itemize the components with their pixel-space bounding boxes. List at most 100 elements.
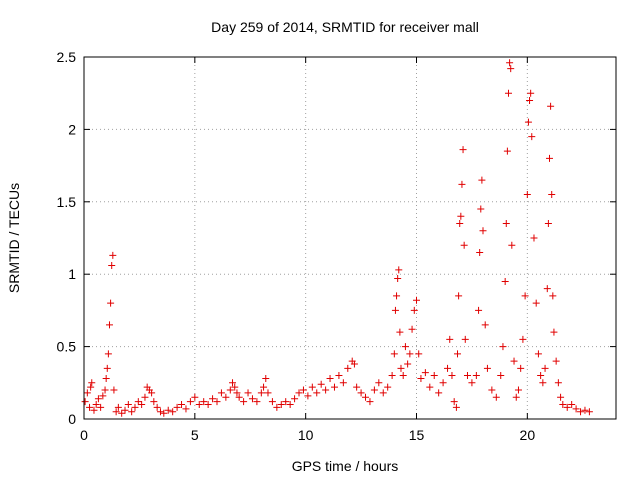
data-point	[229, 379, 237, 387]
data-point	[240, 398, 248, 406]
data-point	[559, 401, 567, 409]
data-point	[519, 335, 527, 343]
data-point	[370, 386, 378, 394]
data-point	[563, 403, 571, 411]
data-point	[339, 379, 347, 387]
data-point	[124, 401, 132, 409]
data-point	[335, 372, 343, 380]
axis-ticks: 0 5 10 15 20 0 0.5 1 1.5 2 2.5	[57, 49, 616, 443]
data-point	[299, 386, 307, 394]
data-point	[156, 408, 164, 416]
data-point	[577, 408, 585, 416]
data-point	[534, 350, 542, 358]
data-point	[463, 372, 471, 380]
data-point	[552, 357, 560, 365]
data-point	[87, 383, 95, 391]
data-point	[233, 389, 241, 397]
data-point	[366, 398, 374, 406]
x-tick-label: 15	[409, 427, 425, 443]
data-point	[435, 389, 443, 397]
data-point	[415, 350, 423, 358]
data-point	[103, 364, 111, 372]
data-point	[526, 96, 534, 104]
data-point	[544, 220, 552, 228]
data-point	[384, 383, 392, 391]
data-point	[497, 372, 505, 380]
data-point	[524, 118, 532, 126]
data-point	[514, 386, 522, 394]
data-point	[217, 389, 225, 397]
data-point	[375, 379, 383, 387]
data-point	[105, 321, 113, 329]
data-point	[408, 325, 416, 333]
data-point	[585, 408, 593, 416]
data-point	[521, 292, 529, 300]
data-point	[454, 350, 462, 358]
data-point	[476, 248, 484, 256]
data-point	[506, 59, 514, 67]
data-point	[507, 65, 515, 73]
data-point	[81, 398, 89, 406]
data-point	[479, 227, 487, 235]
y-tick-label: 0	[68, 411, 76, 427]
data-point	[444, 364, 452, 372]
data-point	[504, 89, 512, 97]
data-point	[244, 389, 252, 397]
data-point	[404, 360, 412, 368]
data-point	[108, 262, 116, 270]
data-point	[173, 403, 181, 411]
data-point	[112, 408, 120, 416]
y-tick-label: 2.5	[57, 49, 77, 65]
data-point	[557, 393, 565, 401]
data-point	[200, 398, 208, 406]
data-point	[88, 379, 96, 387]
x-axis-label: GPS time / hours	[292, 458, 399, 474]
data-point	[510, 357, 518, 365]
data-point	[527, 89, 535, 97]
data-point	[543, 285, 551, 293]
data-point	[528, 133, 536, 141]
data-point	[439, 379, 447, 387]
data-point	[549, 292, 557, 300]
data-point	[344, 364, 352, 372]
data-point	[121, 406, 129, 414]
data-point	[235, 393, 243, 401]
data-point	[260, 383, 268, 391]
data-point	[282, 398, 290, 406]
data-point	[410, 306, 418, 314]
data-point	[456, 220, 464, 228]
data-point	[148, 389, 156, 397]
data-point	[90, 406, 98, 414]
data-point	[393, 292, 401, 300]
data-point	[195, 401, 203, 409]
data-point	[508, 241, 516, 249]
data-point	[581, 406, 589, 414]
data-point	[248, 395, 256, 403]
data-point	[262, 374, 270, 382]
data-point	[547, 102, 555, 110]
data-point	[109, 251, 117, 259]
data-point	[394, 275, 402, 283]
data-point	[102, 374, 110, 382]
data-points	[81, 59, 593, 417]
data-point	[397, 364, 405, 372]
data-point	[390, 350, 398, 358]
data-point	[308, 383, 316, 391]
chart-title: Day 259 of 2014, SRMTID for receiver mal…	[211, 19, 479, 35]
data-point	[114, 403, 122, 411]
data-point	[264, 389, 272, 397]
data-point	[568, 401, 576, 409]
data-point	[97, 403, 105, 411]
data-point	[401, 343, 409, 351]
data-point	[101, 386, 109, 394]
data-point	[459, 146, 467, 154]
data-point	[128, 408, 136, 416]
data-point	[317, 380, 325, 388]
data-point	[313, 389, 321, 397]
data-point	[502, 220, 510, 228]
data-point	[104, 350, 112, 358]
data-point	[295, 389, 303, 397]
data-point	[138, 401, 146, 409]
data-point	[182, 405, 190, 413]
data-point	[499, 343, 507, 351]
